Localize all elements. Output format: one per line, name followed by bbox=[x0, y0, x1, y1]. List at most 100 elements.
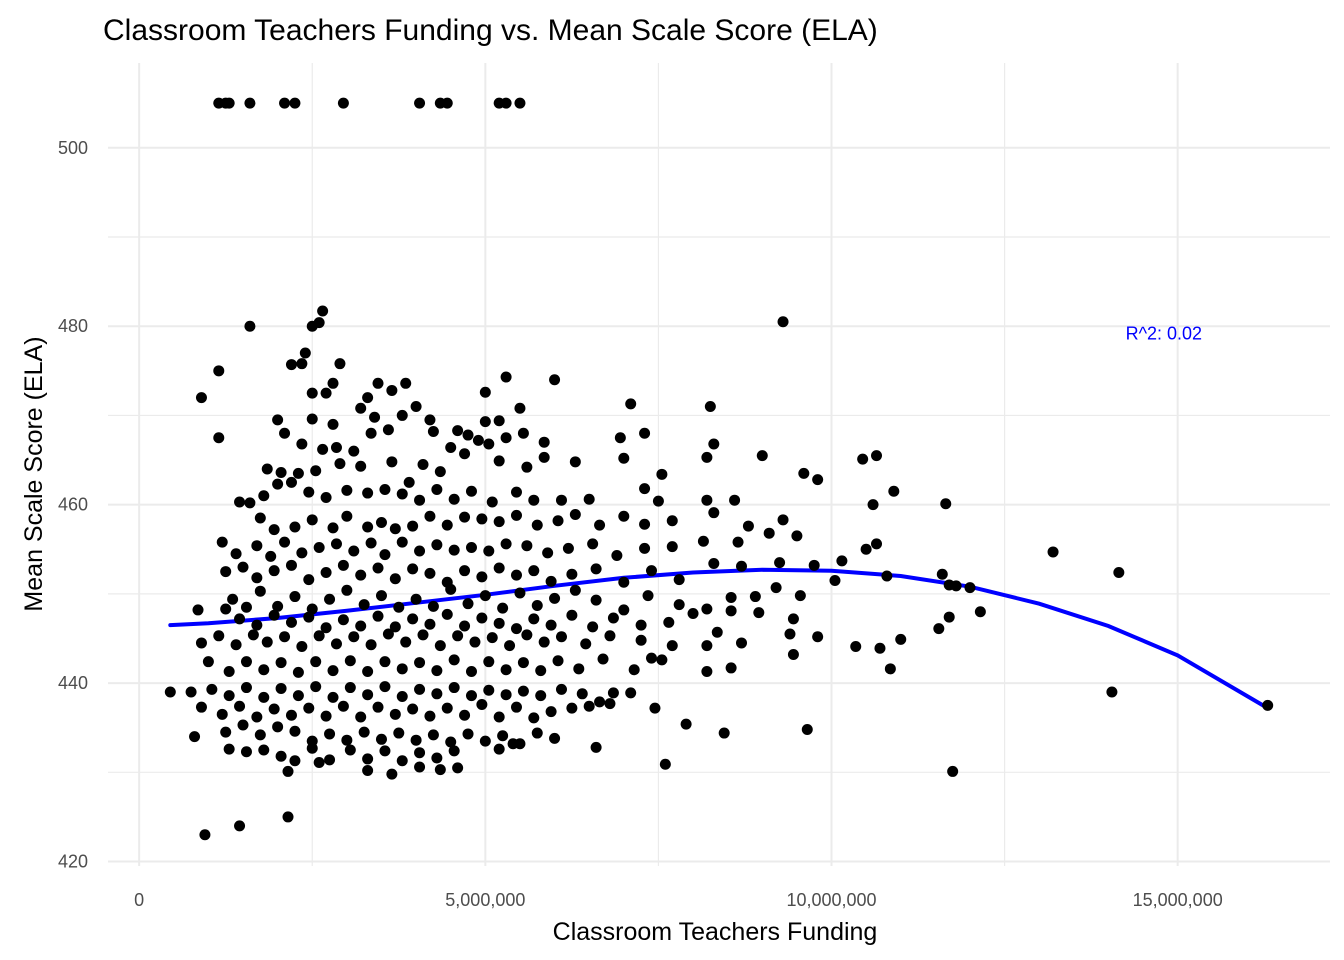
data-point bbox=[645, 565, 657, 577]
data-point bbox=[324, 728, 336, 740]
data-point bbox=[493, 455, 505, 467]
data-point bbox=[240, 746, 252, 758]
data-point bbox=[258, 664, 270, 676]
data-point bbox=[299, 347, 311, 359]
data-point bbox=[497, 602, 509, 614]
data-point bbox=[292, 666, 304, 678]
data-point bbox=[1113, 566, 1125, 578]
data-point bbox=[285, 476, 297, 488]
data-point bbox=[410, 593, 422, 605]
data-point bbox=[479, 386, 491, 398]
data-point bbox=[375, 590, 387, 602]
data-point bbox=[479, 416, 491, 428]
data-point bbox=[403, 476, 415, 488]
data-point bbox=[701, 494, 713, 506]
data-point bbox=[742, 520, 754, 532]
data-point bbox=[493, 415, 505, 427]
data-point bbox=[324, 593, 336, 605]
data-point bbox=[774, 557, 786, 569]
data-point bbox=[497, 730, 509, 742]
data-point bbox=[272, 600, 284, 612]
data-point bbox=[334, 458, 346, 470]
data-point bbox=[296, 358, 308, 370]
data-point bbox=[306, 514, 318, 526]
data-point bbox=[794, 590, 806, 602]
data-point bbox=[382, 628, 394, 640]
axis-ticks: 0 5,000,000 10,000,000 15,000,000 420 440 460 4… bbox=[58, 138, 1223, 910]
data-point bbox=[881, 570, 893, 582]
data-point bbox=[545, 706, 557, 718]
data-point bbox=[400, 636, 412, 648]
data-point bbox=[431, 539, 443, 551]
data-point bbox=[555, 683, 567, 695]
data-point bbox=[441, 702, 453, 714]
data-point bbox=[618, 576, 630, 588]
data-point bbox=[344, 655, 356, 667]
data-point bbox=[514, 402, 526, 414]
data-point bbox=[500, 538, 512, 550]
data-point bbox=[625, 398, 637, 410]
data-point bbox=[538, 436, 550, 448]
data-point bbox=[282, 811, 294, 823]
data-point bbox=[708, 438, 720, 450]
data-point bbox=[289, 521, 301, 533]
data-point bbox=[313, 757, 325, 769]
data-point bbox=[265, 550, 277, 562]
data-point bbox=[216, 708, 228, 720]
data-point bbox=[244, 97, 256, 109]
data-point bbox=[327, 691, 339, 703]
data-point bbox=[857, 453, 869, 465]
data-point bbox=[867, 499, 879, 511]
trend-layer bbox=[168, 567, 1270, 711]
data-point bbox=[220, 726, 232, 738]
data-point bbox=[279, 536, 291, 548]
data-point bbox=[414, 494, 426, 506]
data-point bbox=[285, 616, 297, 628]
data-point bbox=[337, 614, 349, 626]
data-point bbox=[736, 560, 748, 572]
data-point bbox=[389, 621, 401, 633]
data-point bbox=[213, 630, 225, 642]
data-point bbox=[223, 665, 235, 677]
data-point bbox=[344, 744, 356, 756]
data-point bbox=[223, 97, 235, 109]
data-point bbox=[355, 460, 367, 472]
data-point bbox=[445, 583, 457, 595]
data-point bbox=[787, 649, 799, 661]
data-point bbox=[358, 726, 370, 738]
data-point bbox=[753, 607, 765, 619]
data-point bbox=[452, 630, 464, 642]
data-point bbox=[465, 665, 477, 677]
data-point bbox=[517, 427, 529, 439]
data-point bbox=[777, 514, 789, 526]
data-point bbox=[476, 571, 488, 583]
data-point bbox=[424, 510, 436, 522]
data-point bbox=[860, 543, 872, 555]
data-point bbox=[583, 700, 595, 712]
data-point bbox=[459, 448, 471, 460]
data-point bbox=[244, 497, 256, 509]
data-point bbox=[369, 411, 381, 423]
data-point bbox=[500, 371, 512, 383]
data-point bbox=[396, 488, 408, 500]
data-point bbox=[545, 619, 557, 631]
data-point bbox=[362, 753, 374, 765]
data-point bbox=[545, 575, 557, 587]
data-point bbox=[462, 598, 474, 610]
y-tick-label: 500 bbox=[58, 138, 88, 158]
data-point bbox=[379, 681, 391, 693]
data-point bbox=[441, 519, 453, 531]
data-point bbox=[348, 545, 360, 557]
data-point bbox=[552, 655, 564, 667]
data-point bbox=[452, 425, 464, 437]
data-point bbox=[206, 683, 218, 695]
data-point bbox=[365, 427, 377, 439]
data-point bbox=[341, 484, 353, 496]
data-point bbox=[528, 565, 540, 577]
data-point bbox=[389, 573, 401, 585]
data-point bbox=[936, 568, 948, 580]
data-point bbox=[344, 682, 356, 694]
data-point bbox=[500, 689, 512, 701]
data-point bbox=[268, 565, 280, 577]
data-point bbox=[552, 515, 564, 527]
